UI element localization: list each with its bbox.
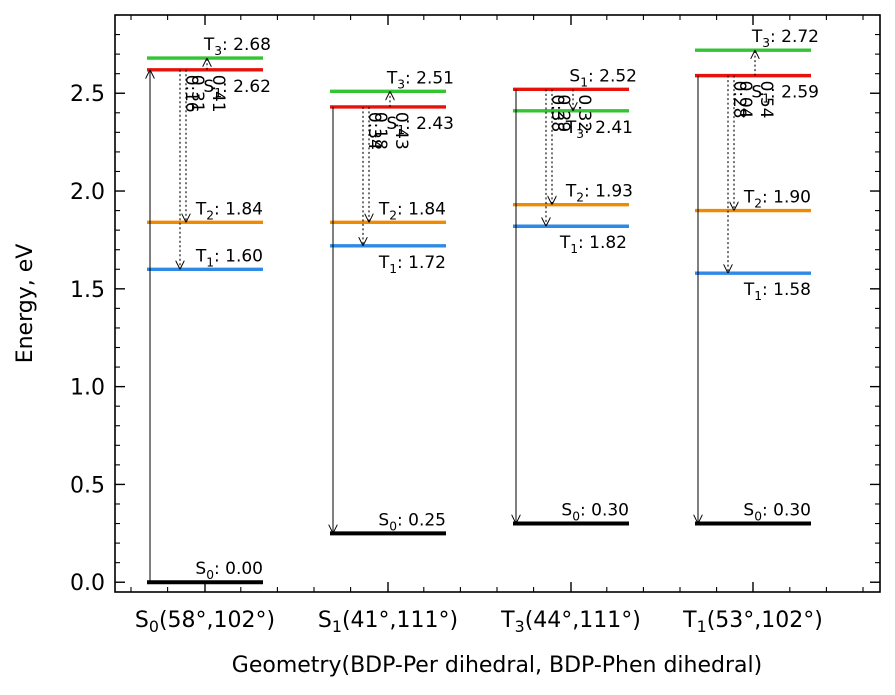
gap-label-t2: 0.29 bbox=[553, 94, 573, 132]
level-label-t3: T3: 2.68 bbox=[203, 35, 271, 58]
gap-label-t3: 0.43 bbox=[391, 112, 411, 150]
transition-arrows bbox=[150, 50, 755, 583]
gap-label-t3: 0.54 bbox=[756, 81, 776, 119]
y-axis-label: Energy, eV bbox=[13, 244, 38, 364]
x-tick-labels: S0(58°,102°) S1(41°,111°) T3(44°,111°) T1(5… bbox=[135, 608, 823, 636]
level-label-t1: T1: 1.58 bbox=[743, 280, 811, 303]
level-label-t3: T3: 2.72 bbox=[751, 27, 819, 50]
y-tick-label: 0.0 bbox=[70, 571, 105, 596]
level-label-s1: S1: 2.52 bbox=[569, 66, 637, 89]
plot-frame bbox=[114, 14, 881, 593]
gap-label-t2: 0.18 bbox=[370, 112, 390, 150]
y-tick-label: 1.5 bbox=[70, 278, 105, 303]
y-tick-label: 2.0 bbox=[70, 180, 105, 205]
gap-label-t1: 0.28 bbox=[729, 81, 749, 119]
y-tick-label: 2.5 bbox=[70, 82, 105, 107]
level-label-s0: S0: 0.30 bbox=[743, 501, 811, 524]
level-label-t3: T3: 2.51 bbox=[386, 68, 454, 91]
y-tick-label: 0.5 bbox=[70, 473, 105, 498]
gap-label-t1: 0.38 bbox=[547, 94, 567, 132]
level-labels: 0.160.31 0.41 S0: 0.00 T1: 1.60 T2: 1.84 S1: … bbox=[181, 27, 819, 582]
x-tick-label: T1(53°,102°) bbox=[682, 608, 823, 636]
level-label-t1: T1: 1.72 bbox=[378, 253, 446, 276]
level-label-t1: T1: 1.60 bbox=[195, 246, 263, 269]
level-label-s0: S0: 0.25 bbox=[378, 510, 446, 533]
x-tick-label: T3(44°,111°) bbox=[500, 608, 641, 636]
x-axis-label: Geometry(BDP-Per dihedral, BDP-Phen dihe… bbox=[232, 653, 762, 678]
x-tick-label: S1(41°,111°) bbox=[318, 608, 458, 636]
level-label-t2: T2: 1.93 bbox=[565, 182, 633, 205]
y-tick-label: 1.0 bbox=[70, 376, 105, 401]
x-tick-label: S0(58°,102°) bbox=[135, 608, 275, 636]
energy-levels bbox=[147, 48, 811, 585]
level-label-t3: T3: 2.41 bbox=[565, 118, 633, 141]
level-label-s0: S0: 0.00 bbox=[195, 559, 263, 582]
level-label-t2: T2: 1.84 bbox=[378, 199, 446, 222]
axis-ticks: 0.0 0.5 1.0 1.5 2.0 2.5 bbox=[70, 14, 880, 596]
gap-label-t1: 0.34 bbox=[364, 112, 384, 150]
level-label-s1: S1: 2.43 bbox=[386, 114, 454, 137]
gap-label-t1: 0.16 bbox=[181, 75, 201, 113]
gap-label-t3: 0.32 bbox=[574, 94, 594, 132]
level-label-s1: S1: 2.59 bbox=[751, 83, 819, 106]
gap-label-t3: 0.41 bbox=[208, 75, 228, 113]
level-label-t2: T2: 1.90 bbox=[743, 188, 811, 211]
level-label-s1: S1: 2.62 bbox=[203, 77, 271, 100]
gap-label-t2: 0.31 bbox=[187, 75, 207, 113]
level-label-s0: S0: 0.30 bbox=[561, 501, 629, 524]
level-label-t1: T1: 1.82 bbox=[559, 233, 627, 256]
gap-label-t2: 0.04 bbox=[735, 81, 755, 119]
level-label-t2: T2: 1.84 bbox=[195, 199, 263, 222]
